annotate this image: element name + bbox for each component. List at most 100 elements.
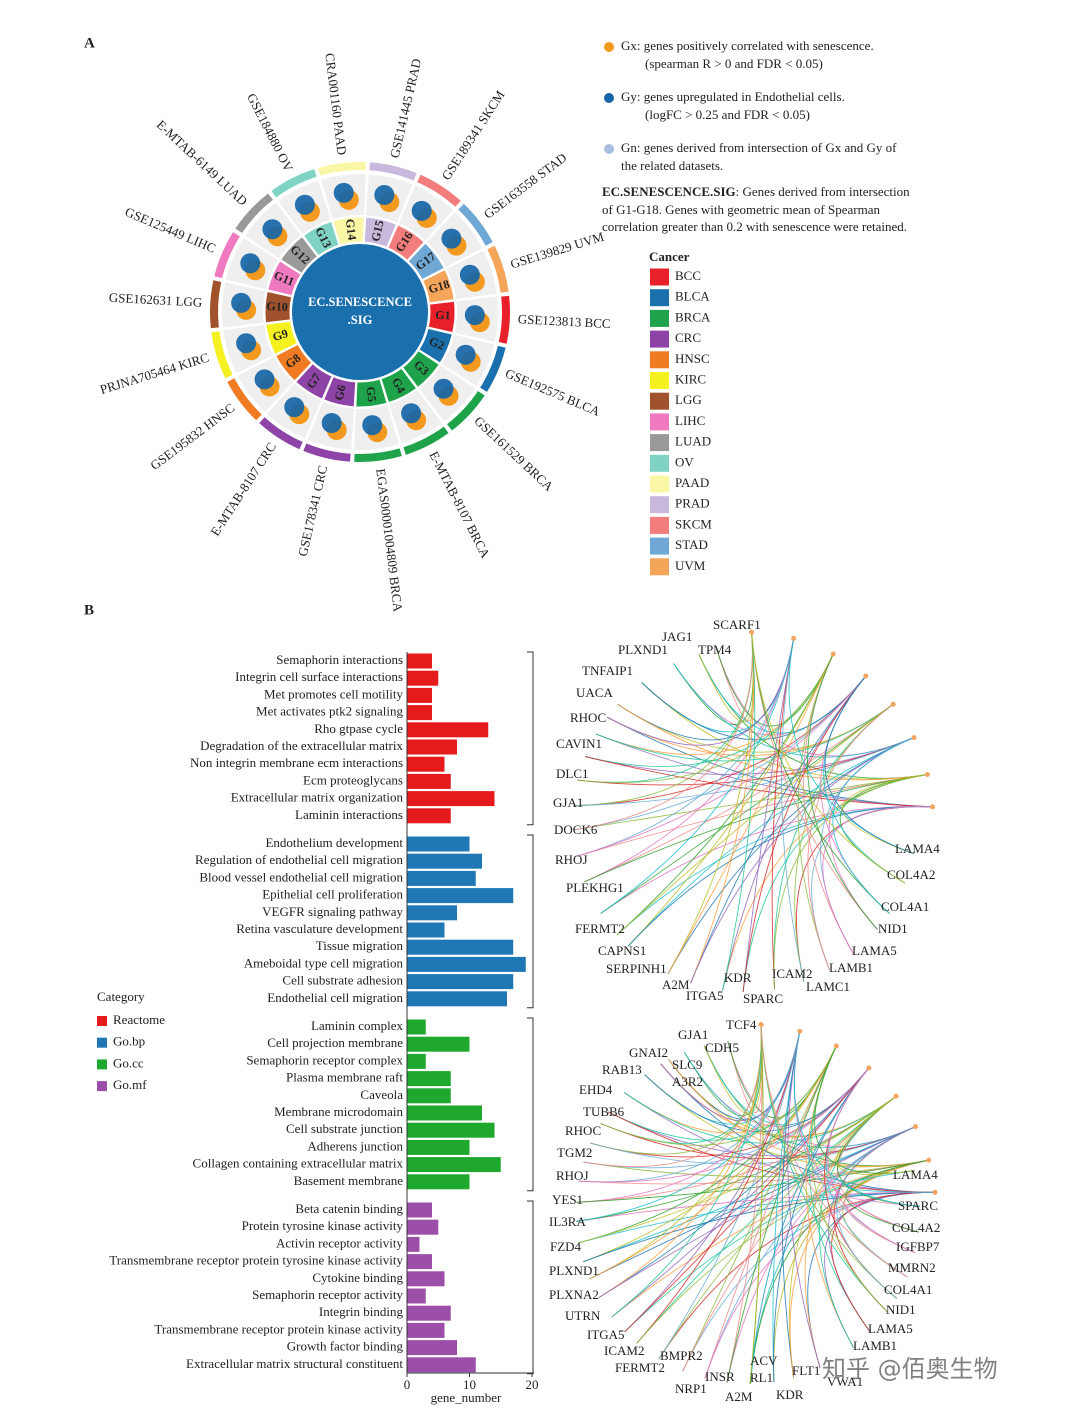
- panel-label: A: [84, 35, 95, 51]
- network-link: [600, 703, 894, 914]
- dataset-ring: [227, 378, 262, 421]
- gy-circle: [374, 184, 395, 205]
- legend-title: Cancer: [649, 249, 690, 264]
- gene-label: LAMC1: [806, 979, 850, 994]
- note-text: (spearman R > 0 and FDR < 0.05): [645, 56, 823, 71]
- gene-label: RHOJ: [556, 1168, 589, 1183]
- gene-label: FZD4: [550, 1239, 582, 1254]
- gy-circle: [284, 397, 305, 418]
- category-label: Extracellular matrix organization: [231, 790, 404, 805]
- bar: [407, 1305, 451, 1321]
- category-label: Endothelial cell migration: [267, 990, 403, 1005]
- gene-label: COL4A2: [892, 1220, 940, 1235]
- legend-label: BLCA: [675, 289, 710, 304]
- dataset-label: GSE162631 LGG: [109, 290, 203, 310]
- bar: [407, 756, 445, 772]
- gy-circle: [464, 305, 485, 326]
- gy-circle: [240, 253, 261, 274]
- network-link: [807, 703, 894, 970]
- network-link: [627, 806, 933, 947]
- network-link: [576, 1031, 801, 1222]
- network-link: [583, 1024, 762, 1167]
- gy-circle: [411, 200, 432, 221]
- gene-label: IL3RA: [549, 1214, 586, 1229]
- gene-label: SCARF1: [713, 617, 761, 632]
- network-link: [842, 774, 928, 855]
- group-sector: [332, 216, 365, 246]
- dataset-ring: [403, 426, 449, 455]
- gene-label: RAB13: [602, 1062, 642, 1077]
- gene-label: SPARC: [898, 1198, 938, 1213]
- network-link: [667, 632, 754, 975]
- legend-label: SKCM: [675, 516, 712, 531]
- network-link: [818, 1095, 897, 1348]
- network-link: [751, 632, 906, 884]
- network-link: [807, 653, 878, 930]
- bar: [407, 991, 507, 1007]
- gene-label: PLEKHG1: [566, 880, 624, 895]
- network-link: [590, 1126, 916, 1165]
- x-axis-title: gene_number: [431, 1390, 502, 1405]
- network-node: [924, 772, 930, 778]
- gene-label: SERPINH1: [606, 961, 667, 976]
- gene-label: TGM2: [557, 1145, 592, 1160]
- group-label: G4: [389, 375, 408, 395]
- gene-label: NID1: [886, 1302, 916, 1317]
- gene-label: LAMA4: [895, 841, 940, 856]
- legend-label: LUAD: [675, 434, 711, 449]
- category-label: Ecm proteoglycans: [303, 772, 403, 787]
- gy-circle: [262, 219, 283, 240]
- network-link: [845, 1170, 935, 1193]
- gene-label: FERMT2: [575, 921, 625, 936]
- network-node: [833, 1043, 839, 1049]
- legend-label: BRCA: [675, 309, 711, 324]
- center-label: EC.SENESCENCE: [308, 295, 412, 309]
- legend-label: PAAD: [675, 475, 709, 490]
- category-label: Cell projection membrane: [267, 1035, 403, 1050]
- legend-label: CRC: [675, 330, 701, 345]
- gene-label: GJA1: [678, 1027, 708, 1042]
- gene-label: KDR: [724, 970, 752, 985]
- network-node: [758, 1021, 764, 1027]
- legend-label: HNSC: [675, 351, 710, 366]
- category-label: Tissue migration: [316, 938, 404, 953]
- bar: [407, 653, 432, 669]
- network-link: [590, 1067, 870, 1158]
- legend-label: LGG: [675, 392, 702, 407]
- gene-label: A3R2: [672, 1074, 703, 1089]
- x-tick-label: 10: [463, 1377, 476, 1392]
- panel-label: B: [84, 602, 94, 618]
- category-label: Met promotes cell motility: [264, 686, 404, 701]
- group-bracket: [527, 651, 534, 826]
- dataset-ring: [318, 162, 366, 176]
- bar: [407, 974, 514, 990]
- network-link: [760, 1024, 908, 1278]
- center-circle: [292, 244, 428, 380]
- bar: [407, 870, 476, 886]
- category-label: Transmembrane receptor protein kinase ac…: [154, 1321, 403, 1336]
- bar: [407, 956, 526, 972]
- network-link: [673, 663, 867, 736]
- network-link: [624, 1067, 870, 1333]
- gene-label: BMPR2: [660, 1348, 703, 1363]
- bar: [407, 905, 457, 921]
- network-link: [595, 703, 894, 762]
- gene-label: RHOC: [570, 710, 606, 725]
- bar: [407, 1105, 482, 1121]
- network-node: [913, 1124, 919, 1130]
- network-link: [627, 737, 915, 947]
- gene-label: MMRN2: [888, 1260, 936, 1275]
- group-label: G5: [363, 386, 379, 403]
- gene-label: LAMA5: [868, 1321, 913, 1336]
- network-link: [616, 703, 894, 936]
- note-text: (logFC > 0.25 and FDR < 0.05): [645, 107, 810, 122]
- dataset-label: GSE141445 PRAD: [387, 57, 424, 159]
- group-label: G2: [427, 334, 447, 353]
- dataset-ring: [417, 174, 461, 207]
- category-label: Beta catenin binding: [295, 1201, 403, 1216]
- category-label: Cytokine binding: [312, 1270, 403, 1285]
- gene-label: CAVIN1: [556, 736, 602, 751]
- gene-label: VWA1: [827, 1374, 863, 1389]
- legend-swatch: [650, 496, 669, 514]
- category-label: Laminin complex: [311, 1018, 404, 1033]
